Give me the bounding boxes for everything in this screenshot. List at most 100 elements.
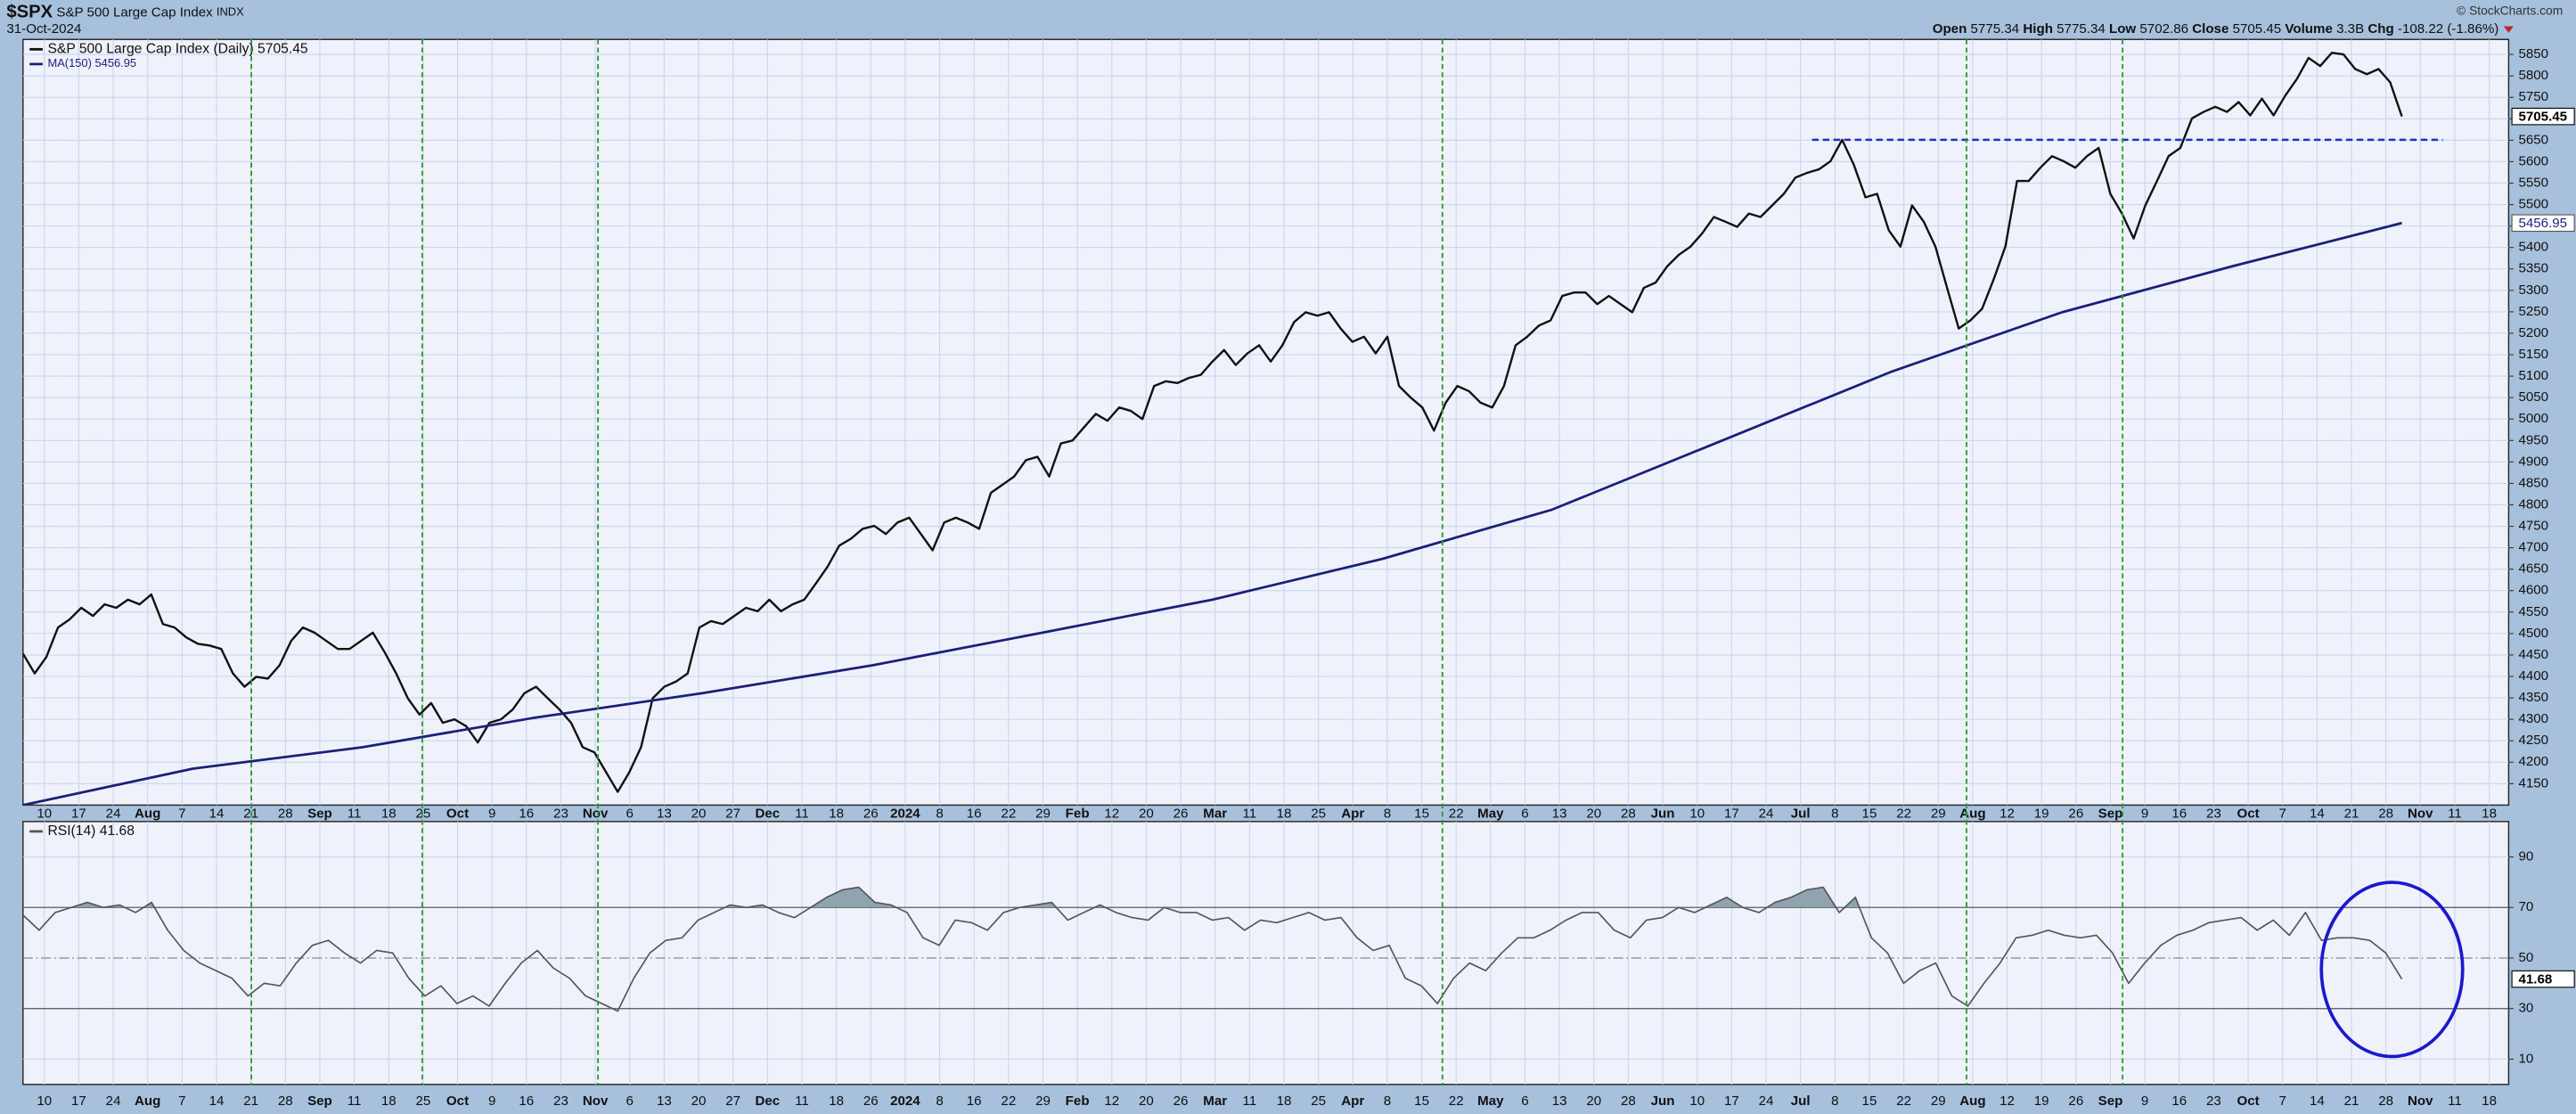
- x-tick-label: 8: [1384, 807, 1391, 822]
- quote-value: 5775.34: [2057, 21, 2106, 37]
- x-tick-label: 18: [381, 1094, 397, 1109]
- last-value-box: [2511, 107, 2575, 126]
- y-tick-label: 4600: [2518, 583, 2548, 598]
- x-tick-label: 18: [2482, 1094, 2497, 1109]
- legend-value: 5705.45: [258, 41, 308, 56]
- x-tick-label: 11: [1243, 807, 1257, 822]
- x-tick-label: 24: [1759, 1094, 1774, 1109]
- x-tick-label: 8: [1384, 1094, 1391, 1109]
- x-tick-label: 23: [553, 1094, 568, 1109]
- x-tick-label: 22: [1001, 807, 1016, 822]
- x-tick-label: Sep: [307, 1094, 332, 1109]
- date-markers: [250, 39, 2124, 1085]
- x-tick-label: 21: [2344, 807, 2359, 822]
- x-tick-label: 14: [2310, 1094, 2325, 1109]
- x-tick-label: 20: [691, 1094, 707, 1109]
- x-tick-label: 15: [1414, 1094, 1429, 1109]
- quote-value: 5702.86: [2139, 21, 2188, 37]
- x-tick-label: 20: [691, 807, 707, 822]
- x-tick-label: 26: [863, 1094, 879, 1109]
- plot: [22, 886, 2509, 1012]
- legend-name: MA(150): [47, 56, 91, 70]
- x-tick-label: 26: [2068, 1094, 2083, 1109]
- y-tick-label: 4200: [2518, 754, 2548, 769]
- exchange: INDX: [217, 5, 244, 19]
- x-tick-label: 18: [829, 807, 844, 822]
- x-tick-label: Dec: [755, 1094, 780, 1109]
- x-tick-label: 17: [71, 807, 86, 822]
- y-tick-label: 5000: [2518, 411, 2548, 426]
- x-tick-label: 13: [1552, 1094, 1567, 1109]
- x-tick-label: 28: [278, 807, 293, 822]
- legend-value: 41.68: [100, 823, 135, 839]
- x-tick-label: Nov: [2408, 807, 2433, 822]
- x-tick-label: Mar: [1203, 1094, 1227, 1109]
- x-tick-label: 20: [1586, 1094, 1601, 1109]
- x-tick-label: 2024: [890, 807, 920, 822]
- y-tick-label: 5550: [2518, 175, 2548, 190]
- x-tick-label: 10: [37, 807, 52, 822]
- x-tick-label: 18: [381, 807, 397, 822]
- x-tick-label: 14: [209, 807, 225, 822]
- quote-value: 5775.34: [1971, 21, 2020, 37]
- x-tick-label: 29: [1035, 1094, 1051, 1109]
- x-tick-label: 7: [178, 1094, 185, 1109]
- x-tick-label: May: [1477, 1094, 1504, 1109]
- quote: Open 5775.34 High 5775.34 Low 5702.86 Cl…: [1933, 21, 2499, 37]
- x-tick-label: Jun: [1651, 1094, 1675, 1109]
- y-tick-label: 50: [2518, 950, 2533, 965]
- x-tick-label: 10: [37, 1094, 52, 1109]
- legend-entry: S&P 500 Large Cap Index (Daily) 5705.45: [47, 41, 307, 56]
- x-tick-label: 17: [1724, 807, 1739, 822]
- x-tick-label: Aug: [135, 807, 160, 822]
- x-tick-label: May: [1477, 807, 1504, 822]
- y-tick-label: 4950: [2518, 432, 2548, 447]
- last-value-box: [2511, 214, 2575, 233]
- x-tick-label: 12: [1104, 807, 1119, 822]
- y-tick-label: 4850: [2518, 475, 2548, 490]
- x-tick-label: 10: [1689, 807, 1705, 822]
- x-tick-label: 8: [936, 1094, 943, 1109]
- x-tick-label: Dec: [755, 807, 780, 822]
- y-tick-label: 5500: [2518, 197, 2548, 212]
- y-tick-label: 5400: [2518, 240, 2548, 255]
- x-tick-label: 20: [1139, 807, 1154, 822]
- x-tick-label: 9: [488, 1094, 495, 1109]
- x-tick-label: Jul: [1791, 807, 1811, 822]
- x-tick-label: 24: [1759, 807, 1774, 822]
- x-tick-label: 20: [1139, 1094, 1154, 1109]
- x-tick-label: 27: [725, 807, 740, 822]
- x-tick-label: 10: [1689, 1094, 1705, 1109]
- x-tick-label: 21: [2344, 1094, 2359, 1109]
- x-tick-label: 11: [2448, 807, 2462, 822]
- y-tick-label: 4900: [2518, 454, 2548, 469]
- quote-value: -108.22 (-1.86%): [2398, 21, 2498, 37]
- x-tick-label: 11: [348, 807, 362, 822]
- x-tick-label: Jun: [1651, 807, 1675, 822]
- x-tick-label: 15: [1862, 1094, 1877, 1109]
- x-tick-label: Sep: [2098, 807, 2123, 822]
- y-tick-label: 5200: [2518, 325, 2548, 340]
- y-tick-label: 5800: [2518, 68, 2548, 83]
- x-tick-label: 13: [1552, 807, 1567, 822]
- last-value-label: 5456.95: [2518, 216, 2567, 231]
- x-tick-label: 28: [278, 1094, 293, 1109]
- x-tick-label: 8: [936, 807, 943, 822]
- x-tick-label: 6: [1521, 1094, 1528, 1109]
- y-tick-label: 4150: [2518, 775, 2548, 790]
- x-tick-label: 18: [1277, 807, 1292, 822]
- y-tick-label: 4700: [2518, 540, 2548, 555]
- quote-label: Low: [2109, 21, 2136, 37]
- x-tick-label: 28: [2378, 1094, 2393, 1109]
- x-tick-label: Nov: [583, 807, 609, 822]
- x-tick-label: Nov: [583, 1094, 609, 1109]
- y-tick-label: 5750: [2518, 89, 2548, 104]
- y-tick-label: 4800: [2518, 496, 2548, 512]
- x-tick-label: 11: [1243, 1094, 1257, 1109]
- y-tick-label: 5300: [2518, 283, 2548, 298]
- title: $SPX S&P 500 Large Cap Index INDX: [6, 3, 244, 22]
- symbol: $SPX: [6, 3, 53, 22]
- x-tick-label: Aug: [135, 1094, 160, 1109]
- x-tick-label: 14: [2310, 807, 2325, 822]
- quote-label: Volume: [2285, 21, 2332, 37]
